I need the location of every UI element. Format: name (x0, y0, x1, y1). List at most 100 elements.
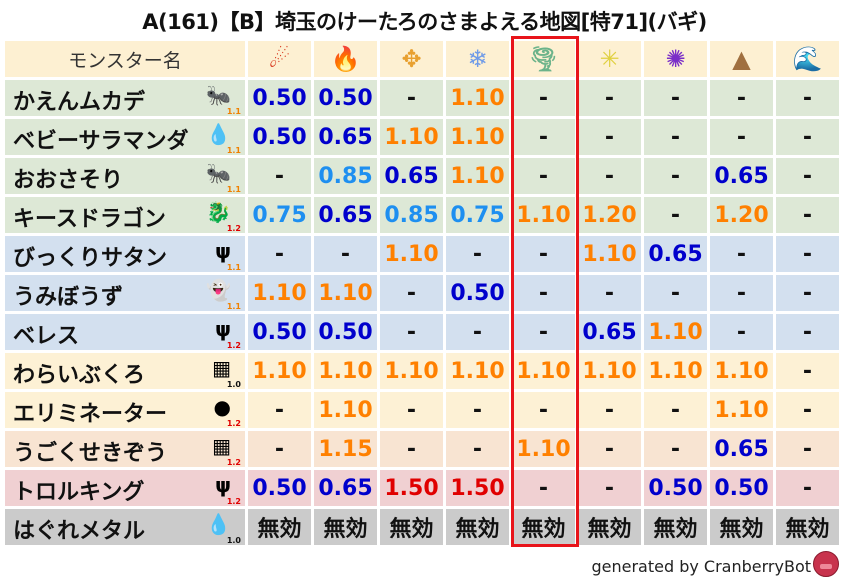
resistance-value: 無効 (314, 509, 377, 545)
resistance-value: - (578, 470, 641, 506)
monster-name: わらいぶくろ (13, 363, 146, 388)
demon-trident-icon: ψ (215, 239, 231, 263)
darkness-icon: ✺ (665, 45, 686, 73)
resistance-value: - (776, 236, 839, 272)
resistance-value: 0.65 (644, 236, 707, 272)
resistance-value: - (710, 275, 773, 311)
resistance-value: 0.50 (314, 80, 377, 116)
version-label: 1.2 (226, 224, 241, 233)
resistance-value: 0.85 (314, 158, 377, 194)
resistance-value: - (710, 236, 773, 272)
demon-trident-icon: ψ (215, 473, 231, 497)
monster-name-cell: かえんムカデ 🐜 1.1 (5, 80, 245, 116)
fire-ball-icon: ☄ (268, 45, 291, 73)
resistance-value: - (380, 314, 443, 350)
resistance-value: 0.50 (248, 119, 311, 155)
resistance-value: - (578, 158, 641, 194)
resistance-value: 1.10 (578, 353, 641, 389)
resistance-value: 0.65 (710, 158, 773, 194)
resistance-value: - (776, 353, 839, 389)
resistance-value: 0.65 (710, 431, 773, 467)
dragon-icon: 🐉 (206, 200, 231, 224)
table-row: うごくせきぞう ▦ 1.2-1.15- -1.10- -0.65- (5, 431, 839, 467)
resistance-value: - (710, 119, 773, 155)
water-drop-icon: 💧 (206, 122, 231, 146)
resistance-value: - (578, 119, 641, 155)
resistance-value: 1.10 (512, 353, 575, 389)
resistance-value: - (578, 275, 641, 311)
resistance-value: - (644, 80, 707, 116)
resistance-value: - (512, 470, 575, 506)
resistance-value: 0.65 (380, 158, 443, 194)
resistance-value: - (776, 197, 839, 233)
monster-name-cell: わらいぶくろ ▦ 1.0 (5, 353, 245, 389)
resistance-value: - (314, 236, 377, 272)
resistance-value: 1.10 (644, 353, 707, 389)
resistance-value: - (776, 314, 839, 350)
table-row: キースドラゴン 🐉 1.2 0.75 0.65 0.85 0.75 1.10 1.20-1.… (5, 197, 839, 233)
resistance-value: - (776, 119, 839, 155)
resistance-value: - (644, 275, 707, 311)
header-element-8: 🌊 (776, 41, 839, 77)
version-label: 1.1 (226, 107, 241, 116)
resistance-value: - (248, 392, 311, 428)
header-element-5: ✳ (578, 41, 641, 77)
resistance-value: - (644, 119, 707, 155)
resistance-value: 無効 (512, 509, 575, 545)
ice-icon: ❄ (467, 45, 488, 73)
resistance-value: 無効 (644, 509, 707, 545)
resistance-value: - (512, 119, 575, 155)
monster-name: うごくせきぞう (13, 441, 168, 466)
resistance-value: - (776, 275, 839, 311)
version-label: 1.1 (226, 146, 241, 155)
resistance-value: - (578, 80, 641, 116)
resistance-value: 0.50 (248, 80, 311, 116)
resistance-value: - (644, 158, 707, 194)
resistance-value: - (380, 431, 443, 467)
monster-name-cell: うみぼうず 👻 1.1 (5, 275, 245, 311)
table-row: トロルキング ψ 1.2 0.50 0.65 1.50 1.50- -0.50 0.50- (5, 470, 839, 506)
monster-name-cell: ベレス ψ 1.2 (5, 314, 245, 350)
resistance-value: - (248, 431, 311, 467)
resistance-value: - (776, 470, 839, 506)
header-element-6: ✺ (644, 41, 707, 77)
monster-name: キースドラゴン (13, 207, 166, 232)
resistance-value: - (512, 236, 575, 272)
resistance-value: 無効 (710, 509, 773, 545)
monster-name-cell: びっくりサタン ψ 1.1 (5, 236, 245, 272)
resistance-value: 1.10 (248, 275, 311, 311)
resistance-value: 無効 (248, 509, 311, 545)
flame-icon: 🔥 (330, 45, 361, 73)
resistance-value: 1.10 (512, 431, 575, 467)
resistance-value: 1.50 (380, 470, 443, 506)
resistance-value: 0.85 (380, 197, 443, 233)
resistance-value: 0.65 (578, 314, 641, 350)
header-element-2: ✥ (380, 41, 443, 77)
demon-trident-icon: ψ (215, 317, 231, 341)
resistance-value: 1.10 (314, 275, 377, 311)
resistance-value: 1.10 (644, 314, 707, 350)
monster-name: おおさそり (13, 168, 124, 193)
water-icon: 🌊 (792, 45, 823, 73)
resistance-value: 0.50 (446, 275, 509, 311)
version-label: 1.2 (226, 458, 241, 467)
table-row: エリミネーター ● 1.2-1.10- - - - -1.10- (5, 392, 839, 428)
version-label: 1.2 (226, 341, 241, 350)
header-element-3: ❄ (446, 41, 509, 77)
insect-icon: 🐜 (206, 83, 231, 107)
table-row: わらいぶくろ ▦ 1.0 1.10 1.10 1.10 1.10 1.10 1.10 1.10… (5, 353, 839, 389)
version-label: 1.0 (226, 380, 241, 389)
table-row: かえんムカデ 🐜 1.1 0.50 0.50-1.10- - - - - (5, 80, 839, 116)
monster-name-cell: おおさそり 🐜 1.1 (5, 158, 245, 194)
resistance-value: 0.50 (710, 470, 773, 506)
monster-name-cell: トロルキング ψ 1.2 (5, 470, 245, 506)
monster-name-cell: エリミネーター ● 1.2 (5, 392, 245, 428)
brick-icon: ▦ (212, 356, 231, 380)
cranberry-bot-icon (813, 551, 839, 577)
header-element-7: ▲ (710, 41, 773, 77)
resistance-value: - (248, 158, 311, 194)
resistance-value: 1.50 (446, 470, 509, 506)
resistance-value: - (644, 431, 707, 467)
version-label: 1.2 (226, 497, 241, 506)
resistance-value: 0.65 (314, 470, 377, 506)
